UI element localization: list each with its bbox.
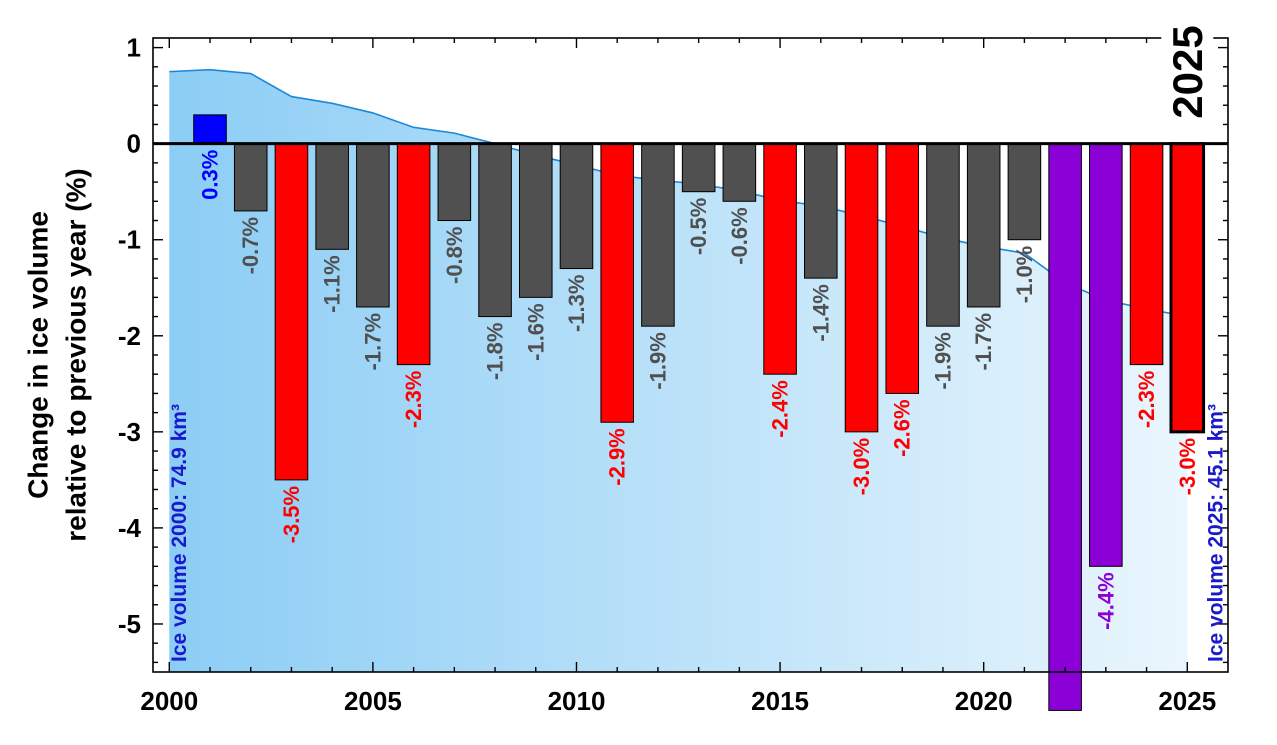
bar-label-2019: -1.9% xyxy=(930,332,955,389)
x-tick-label: 2005 xyxy=(344,686,402,716)
bar-2016 xyxy=(804,143,838,279)
bar-label-2001: 0.3% xyxy=(198,150,223,200)
x-tick-label: 2015 xyxy=(751,686,809,716)
bar-label-2020: -1.7% xyxy=(971,313,996,370)
y-axis-title-line-2: relative to previous year (%) xyxy=(61,168,92,541)
bar-label-2011: -2.9% xyxy=(605,428,630,485)
y-tick-label: -5 xyxy=(118,609,141,639)
bar-2020 xyxy=(966,143,1001,308)
bar-label-2023: -4.4% xyxy=(1093,572,1118,629)
bar-2014 xyxy=(722,143,757,202)
bar-2004 xyxy=(315,143,349,250)
bar-label-2012: -1.9% xyxy=(645,332,670,389)
bar-label-2024: -2.3% xyxy=(1134,371,1159,428)
start-volume-note: Ice volume 2000: 74.9 km³ xyxy=(168,404,191,662)
bar-2003 xyxy=(274,143,309,481)
bar-label-2006: -2.3% xyxy=(401,371,426,428)
bar-2011 xyxy=(600,143,634,423)
bar-2002 xyxy=(233,143,268,212)
bar-label-2013: -0.5% xyxy=(686,198,711,255)
bar-2018 xyxy=(885,143,920,394)
bar-label-2004: -1.1% xyxy=(320,255,345,312)
bar-2015 xyxy=(763,143,797,375)
x-tick-label: 2010 xyxy=(548,686,606,716)
bar-2017 xyxy=(844,143,879,433)
y-tick-label: -2 xyxy=(118,321,141,351)
y-tick-label: 0 xyxy=(127,129,141,159)
bar-label-2017: -3.0% xyxy=(849,438,874,495)
bar-label-2021: -1.0% xyxy=(1012,246,1037,303)
bar-2010 xyxy=(559,143,594,270)
bar-2012 xyxy=(641,143,675,327)
y-tick-label: -1 xyxy=(118,225,141,255)
bar-label-2005: -1.7% xyxy=(360,313,385,370)
bar-2007 xyxy=(437,143,472,222)
bar-2025 xyxy=(1169,142,1206,434)
bar-label-2015: -2.4% xyxy=(768,380,793,437)
bar-label-2018: -2.6% xyxy=(890,399,915,456)
bar-label-2008: -1.8% xyxy=(483,323,508,380)
bar-label-2014: -0.6% xyxy=(727,207,752,264)
bar-2021 xyxy=(1007,143,1042,241)
y-tick-label: 1 xyxy=(127,33,141,63)
ice-volume-line xyxy=(169,68,1188,318)
bar-label-2025: -3.0% xyxy=(1175,438,1200,495)
bars-group xyxy=(193,114,1206,711)
x-tick-label: 2025 xyxy=(1158,686,1216,716)
x-tick-label: 2000 xyxy=(140,686,198,716)
bar-label-2016: -1.4% xyxy=(808,284,833,341)
bar-label-2022: -5.9% xyxy=(1053,716,1078,745)
bar-2022 xyxy=(1048,143,1082,711)
bar-2006 xyxy=(396,143,431,366)
volume-notes: Ice volume 2000: 74.9 km³ Ice volume 202… xyxy=(168,404,1228,662)
bar-label-2009: -1.6% xyxy=(523,303,548,360)
year-callout-background xyxy=(1161,14,1214,130)
bar-2009 xyxy=(518,143,553,298)
bar-2019 xyxy=(926,143,960,327)
end-volume-note: Ice volume 2025: 45.1 km³ xyxy=(1205,404,1228,662)
bar-2023 xyxy=(1089,143,1123,567)
y-axis-title: Change in ice volume relative to previou… xyxy=(23,168,92,541)
y-tick-label: -4 xyxy=(118,513,142,543)
bar-label-2003: -3.5% xyxy=(279,486,304,543)
bar-2024 xyxy=(1129,143,1164,366)
bar-label-2007: -0.8% xyxy=(442,227,467,284)
bar-2013 xyxy=(681,143,716,193)
bar-labels: 0.3%-0.7%-3.5%-1.1%-1.7%-2.3%-0.8%-1.8% -… xyxy=(198,150,1200,745)
bar-2008 xyxy=(478,143,512,318)
axis-ticks: 1 0 -1 -2 -3 -4 -5 2000 2005 2010 2015 2020 2025 xyxy=(118,33,1228,716)
year-callout: 2025 xyxy=(1164,25,1211,118)
y-axis-title-line-1: Change in ice volume xyxy=(23,211,54,499)
bar-2001 xyxy=(193,114,227,145)
year-callout-group: 2025 xyxy=(1161,14,1214,130)
bar-label-2010: -1.3% xyxy=(564,275,589,332)
x-tick-label: 2020 xyxy=(955,686,1013,716)
y-tick-label: -3 xyxy=(118,417,141,447)
bar-label-2002: -0.7% xyxy=(238,217,263,274)
bar-2005 xyxy=(356,143,390,308)
